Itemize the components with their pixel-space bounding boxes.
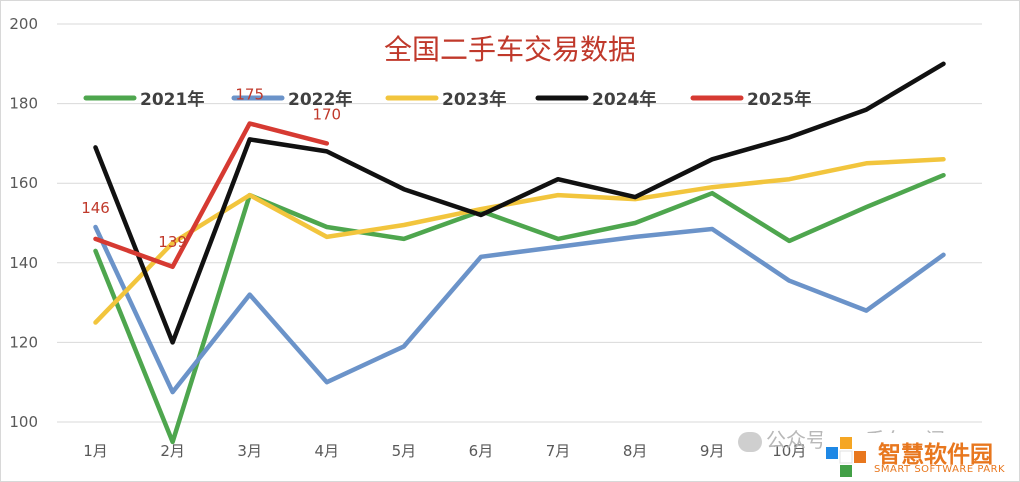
x-tick-label: 2月 xyxy=(160,442,185,460)
logo-mark-icon xyxy=(826,437,866,477)
y-tick-label: 180 xyxy=(9,95,38,113)
data-label: 139 xyxy=(158,233,187,251)
legend-label: 2023年 xyxy=(442,89,506,110)
y-tick-label: 200 xyxy=(9,15,38,33)
series-line-2 xyxy=(93,224,946,395)
legend-label: 2021年 xyxy=(140,89,204,110)
series-line-1 xyxy=(93,172,946,445)
logo-text-en: SMART SOFTWARE PARK xyxy=(874,464,1006,475)
y-tick-label: 120 xyxy=(9,333,38,351)
series-layer xyxy=(93,61,946,445)
legend-label: 2025年 xyxy=(747,89,811,110)
legend-label: 2024年 xyxy=(592,89,656,110)
data-label: 146 xyxy=(81,199,110,217)
logo-text-cn: 智慧软件园 xyxy=(878,442,993,468)
series-line-5 xyxy=(93,121,330,270)
data-label: 170 xyxy=(312,105,341,123)
watermark: 公众号 · 二手车一问 xyxy=(738,420,945,460)
series-line-4 xyxy=(93,61,946,345)
x-tick-label: 3月 xyxy=(237,442,262,460)
x-tick-label: 8月 xyxy=(623,442,648,460)
y-axis: 100 120 140 160 180 200 xyxy=(9,15,38,431)
chart-title: 全国二手车交易数据 xyxy=(384,33,636,66)
x-tick-label: 6月 xyxy=(469,442,494,460)
x-tick-label: 7月 xyxy=(546,442,571,460)
legend-label: 2022年 xyxy=(288,89,352,110)
data-labels: 146 139 175 170 xyxy=(81,86,341,251)
y-tick-label: 140 xyxy=(9,254,38,272)
legend: 2021年 2022年 2023年 2024年 2025年 xyxy=(83,89,811,110)
x-tick-label: 5月 xyxy=(392,442,417,460)
wechat-icon xyxy=(738,431,762,452)
x-tick-label: 9月 xyxy=(700,442,725,460)
x-axis: 1月 2月 3月 4月 5月 6月 7月 8月 9月 10月 xyxy=(83,442,806,460)
site-logo: 智慧软件园 SMART SOFTWARE PARK xyxy=(822,433,1018,480)
series-line-3 xyxy=(93,157,946,325)
y-tick-label: 160 xyxy=(9,174,38,192)
y-tick-label: 100 xyxy=(9,413,38,431)
x-tick-label: 1月 xyxy=(83,442,108,460)
x-tick-label: 10月 xyxy=(772,442,806,460)
data-label: 175 xyxy=(235,86,264,104)
x-tick-label: 4月 xyxy=(315,442,340,460)
